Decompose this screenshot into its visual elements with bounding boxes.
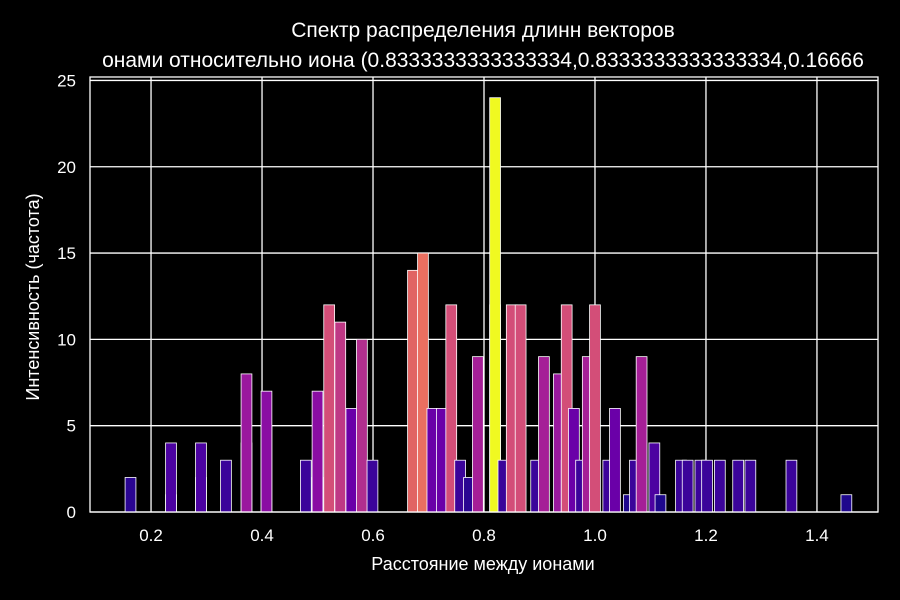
bar	[334, 321, 347, 513]
bar	[311, 390, 324, 513]
plot-frame	[89, 76, 879, 513]
grid-lines	[90, 77, 878, 513]
y-axis-label: Интенсивность (частота)	[23, 193, 43, 400]
y-tick-label: 25	[57, 71, 76, 90]
x-tick-label: 1.4	[805, 526, 829, 545]
bar	[785, 459, 798, 513]
x-tick-label: 0.8	[472, 526, 496, 545]
bar	[472, 356, 484, 513]
bar	[356, 338, 368, 513]
bar	[589, 304, 601, 513]
bar	[366, 459, 379, 513]
y-tick-label: 10	[57, 330, 76, 349]
bar	[538, 356, 550, 513]
bar	[681, 459, 694, 513]
bar	[345, 408, 358, 513]
x-tick-label: 0.6	[361, 526, 385, 545]
bar	[124, 477, 137, 513]
chart-title: Спектр распределения длинн векторов	[291, 19, 674, 42]
chart-subtitle: онами относительно иона (0.8333333333333…	[102, 49, 864, 72]
bar	[609, 408, 621, 513]
bar	[240, 373, 253, 513]
x-tick-label: 0.2	[139, 526, 163, 545]
y-tick-label: 20	[57, 158, 76, 177]
bar	[165, 442, 177, 513]
x-tick-label: 1.0	[583, 526, 607, 545]
x-tick-label: 1.2	[694, 526, 718, 545]
y-tick-label: 0	[67, 503, 76, 522]
y-tick-label: 5	[67, 417, 76, 436]
bar	[489, 97, 501, 513]
bar	[220, 459, 232, 513]
bar	[714, 459, 726, 513]
bar	[300, 459, 312, 513]
x-tick-label: 0.4	[250, 526, 274, 545]
bar	[744, 459, 757, 513]
bar	[323, 304, 335, 513]
y-tick-label: 15	[57, 244, 76, 263]
y-tick-labels: 0 5 10 15 20 25	[57, 71, 76, 522]
x-axis-label: Расстояние между ионами	[371, 554, 594, 574]
bar	[260, 390, 273, 513]
x-tick-labels: 0.2 0.4 0.6 0.8 1.0 1.2 1.4	[139, 526, 829, 545]
bar	[840, 494, 853, 513]
bar	[701, 459, 713, 513]
bar	[635, 356, 648, 513]
bar	[732, 459, 744, 513]
bar	[654, 494, 667, 513]
bar	[407, 269, 419, 513]
bars-group	[124, 97, 853, 513]
bar	[195, 442, 207, 513]
bar	[514, 304, 527, 513]
